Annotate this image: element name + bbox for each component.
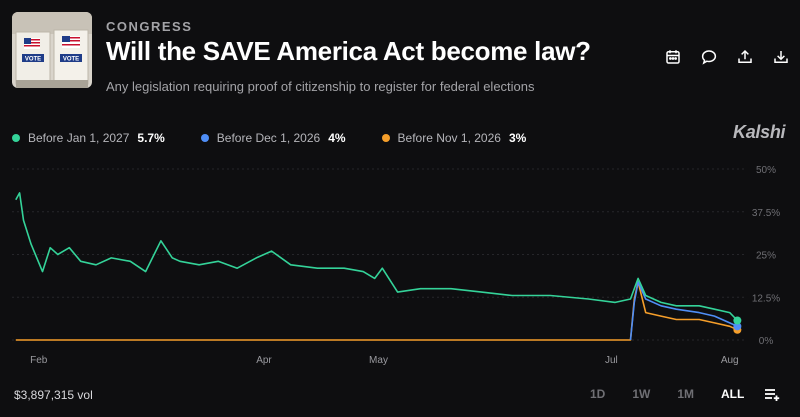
chart-end-markers	[733, 316, 742, 334]
legend-item-dec-2026[interactable]: Before Dec 1, 2026 4%	[200, 131, 346, 145]
download-button[interactable]	[770, 46, 792, 68]
legend-dot-nov-2026	[381, 134, 390, 142]
y-tick-label: 12.5%	[752, 293, 780, 304]
series-end-dot-1	[733, 322, 742, 331]
comment-icon	[701, 50, 717, 65]
calendar-icon	[666, 50, 680, 64]
y-tick-label: 37.5%	[752, 208, 780, 219]
legend-dot-dec-2026	[200, 134, 209, 142]
download-icon	[774, 51, 788, 63]
chart-gridlines	[12, 168, 745, 341]
market-toolbar	[662, 46, 792, 68]
market-category[interactable]: CONGRESS	[106, 19, 193, 34]
y-tick-label: 0%	[759, 336, 774, 347]
x-tick-label: Apr	[256, 355, 272, 366]
list-settings-icon[interactable]	[764, 386, 780, 402]
x-tick-label: Feb	[30, 355, 48, 366]
chart-y-axis: 50% 37.5% 25% 12.5% 0%	[752, 165, 780, 347]
legend-item-jan-2027[interactable]: Before Jan 1, 2027 5.7%	[12, 131, 165, 145]
ballot-box-left-text: VOTE	[25, 57, 41, 63]
y-tick-label: 25%	[756, 251, 776, 262]
series-line-2	[15, 281, 738, 341]
volume-label: $3,897,315 vol	[14, 388, 93, 402]
y-tick-label: 50%	[756, 165, 776, 176]
price-chart[interactable]: 50% 37.5% 25% 12.5% 0% Feb Apr May Jul Aug	[0, 155, 800, 370]
market-subtitle: Any legislation requiring proof of citiz…	[106, 79, 535, 94]
comment-button[interactable]	[698, 46, 720, 68]
legend-value-jan-2027: 5.7%	[137, 131, 165, 145]
series-line-1	[629, 281, 738, 341]
ballot-box-image: VOTE VOTE	[12, 12, 92, 88]
legend-dot-jan-2027	[12, 134, 20, 142]
x-tick-label: Jul	[605, 355, 618, 366]
legend-label-dec-2026: Before Dec 1, 2026	[216, 131, 321, 145]
legend-value-nov-2026: 3%	[508, 131, 527, 145]
chart-series	[15, 192, 738, 341]
share-icon	[738, 49, 752, 63]
share-button[interactable]	[734, 46, 756, 68]
time-range-selector: 1D 1W 1M ALL	[590, 386, 780, 402]
range-button-all[interactable]: ALL	[721, 387, 745, 401]
legend-label-jan-2027: Before Jan 1, 2027	[28, 131, 130, 145]
range-button-1m[interactable]: 1M	[677, 387, 695, 401]
chart-x-axis: Feb Apr May Jul Aug	[30, 355, 739, 366]
legend-label-nov-2026: Before Nov 1, 2026	[397, 131, 501, 145]
calendar-button[interactable]	[662, 46, 684, 68]
range-button-1d[interactable]: 1D	[590, 387, 606, 401]
legend-item-nov-2026[interactable]: Before Nov 1, 2026 3%	[381, 131, 527, 145]
legend-value-dec-2026: 4%	[328, 131, 346, 145]
x-tick-label: Aug	[721, 355, 739, 366]
x-tick-label: May	[369, 355, 388, 366]
page-title: Will the SAVE America Act become law?	[106, 36, 591, 66]
range-button-1w[interactable]: 1W	[632, 387, 651, 401]
ballot-box-right-text: VOTE	[63, 57, 79, 63]
series-line-0	[15, 192, 738, 322]
kalshi-logo: Kalshi	[733, 122, 786, 142]
series-end-dot-0	[733, 316, 742, 325]
market-thumbnail: VOTE VOTE	[12, 12, 92, 88]
chart-legend: Before Jan 1, 2027 5.7% Before Dec 1, 20…	[12, 131, 562, 145]
